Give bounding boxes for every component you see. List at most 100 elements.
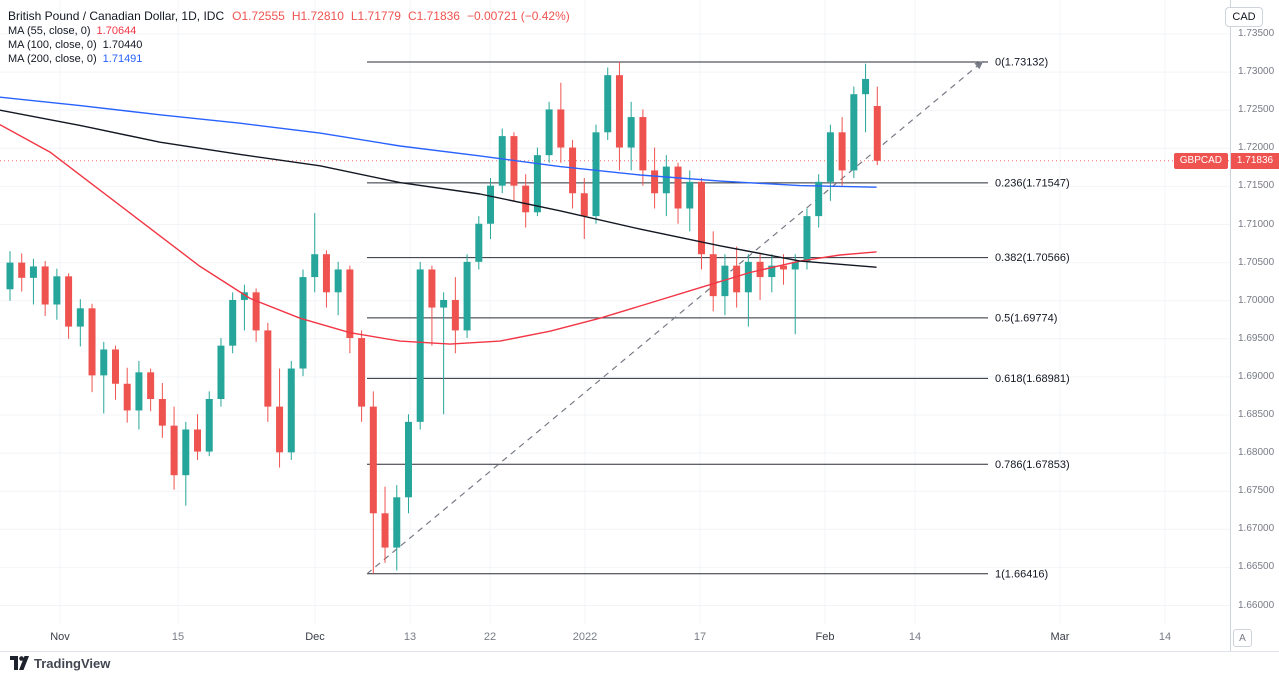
candle-body [322,254,330,293]
time-tick-label: Nov [50,631,70,643]
ma-value: 1.71491 [102,53,143,65]
candle-body [709,254,717,297]
time-tick-label: Dec [305,631,325,643]
chart-legend: British Pound / Canadian Dollar, 1D, IDC… [8,7,570,66]
last-price-label: 1.71836 [1231,152,1279,169]
candle-body [826,132,834,182]
time-tick-label: 14 [908,631,922,643]
candle-body [651,170,659,194]
fib-level-label: 0.618(1.68981) [995,373,1070,385]
fib-level-label: 0.5(1.69774) [995,312,1057,324]
currency-toggle-button[interactable]: CAD [1225,7,1263,27]
candle-body [252,292,260,331]
footer-bar: TradingView [0,651,1279,674]
time-axis[interactable]: Nov 15 Dec 13 22 2022 17 Feb 14 Mar 14 [0,624,1230,651]
price-axis[interactable]: 1.73500 1.73000 1.72500 1.72000 1.71500 1.710… [1230,0,1279,651]
price-tick-label: 1.71000 [1238,218,1275,230]
candle-body [522,185,530,213]
candle-body [404,421,412,498]
price-tick-label: 1.66000 [1238,599,1275,611]
candle-body [6,262,14,290]
ohlc-values: O1.72555 H1.72810 L1.71779 C1.71836 −0.00721… [232,9,570,23]
price-tick-label: 1.73500 [1238,28,1275,39]
candle-body [721,265,729,297]
price-tick-label: 1.69500 [1238,332,1275,344]
candle-body [358,338,366,407]
candle-body [111,349,119,384]
candle-body [662,166,670,194]
candle-body [194,429,202,452]
candle-body [393,497,401,548]
ma-value: 1.70440 [102,39,143,51]
candle-body [182,429,190,476]
candle-body [229,299,237,346]
time-tick-label: 15 [171,631,185,643]
candle-body [815,181,823,217]
candle-body [381,513,389,548]
symbol-price-badge: GBPCAD [1173,152,1228,169]
ma-legend-row[interactable]: MA (200, close, 0) 1.71491 [8,52,570,66]
symbol-legend-row: British Pound / Canadian Dollar, 1D, IDC… [8,7,570,24]
price-tick-label: 1.69000 [1238,370,1275,382]
fib-retracement: 0(1.73132) 0.236(1.71547) 0.382(1.70566) 0.… [367,57,1070,580]
ohlc-value: L1.71779 [350,8,401,23]
ohlc-value: O1.72555 [232,8,285,23]
price-tick-label: 1.70500 [1238,256,1275,268]
candle-body [53,276,61,305]
candle-body [475,223,483,262]
candle-body [592,132,600,217]
candle-body [170,425,178,476]
candle-body [533,155,541,213]
candle-body [346,269,354,339]
price-tick-label: 1.71500 [1238,180,1275,192]
auto-scale-button[interactable]: A [1233,629,1252,647]
candle-body [369,406,377,514]
candle-body [276,406,284,453]
candle-body [451,299,459,331]
ohlc-value: C1.71836 [407,8,460,23]
candle-body [299,277,307,369]
candle-body [334,269,342,293]
ma-200-line [0,96,877,188]
fib-level-label: 0.382(1.70566) [995,252,1070,264]
trendline [366,60,984,575]
candle-body [440,299,448,308]
candle-body [674,166,682,209]
price-chart-canvas[interactable]: 0(1.73132) 0.236(1.71547) 0.382(1.70566) 0.… [0,0,1230,624]
candle-body [557,109,565,148]
ohlc-value: H1.72810 [291,8,344,23]
price-tick-label: 1.67000 [1238,523,1275,535]
candle-body [791,261,799,270]
ma-label: MA (100, close, 0) [8,39,97,51]
candle-body [627,117,635,148]
grid [0,0,1230,624]
tradingview-logo-icon[interactable] [10,656,29,670]
tradingview-brand[interactable]: TradingView [34,655,111,671]
symbol-title[interactable]: British Pound / Canadian Dollar, 1D, IDC [8,8,225,23]
candle-body [463,261,471,331]
time-tick-label: 2022 [572,631,598,643]
candle-body [41,266,49,305]
ma-legend-row[interactable]: MA (55, close, 0) 1.70644 [8,24,570,38]
ma-legend-row[interactable]: MA (100, close, 0) 1.70440 [8,38,570,52]
candle-body [123,383,131,411]
ma-100-line [0,109,877,268]
fib-level-label: 0.786(1.67853) [995,459,1070,471]
time-tick-label: 17 [693,631,707,643]
ma-value: 1.70644 [96,25,137,37]
candle-body [416,269,424,422]
candle-body [615,75,623,148]
candle-body [498,136,506,186]
candle-body [756,261,764,278]
candle-body [733,265,741,293]
candle-body [88,308,96,376]
candle-body [850,94,858,171]
time-tick-label: 22 [483,631,497,643]
candle-body [100,349,108,376]
price-tick-label: 1.70000 [1238,294,1275,306]
candle-body [838,132,846,171]
candle-body [873,106,881,161]
price-tick-label: 1.72000 [1238,142,1275,154]
price-tick-label: 1.66500 [1238,561,1275,573]
